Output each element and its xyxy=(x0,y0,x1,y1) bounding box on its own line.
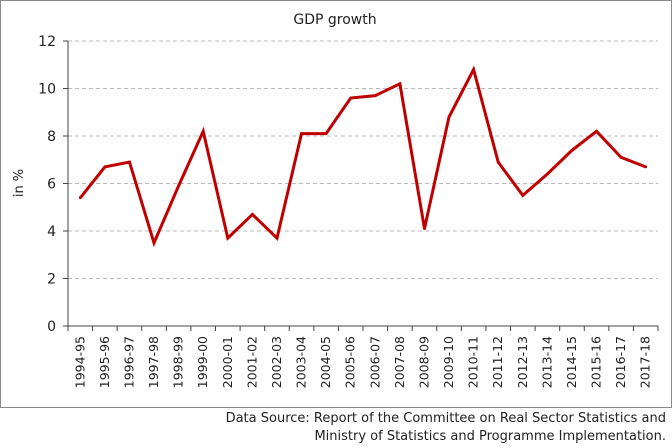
data-point-2016-17 xyxy=(619,155,623,159)
data-point-1998-99 xyxy=(177,184,181,188)
x-tick-label: 2001-02 xyxy=(244,336,259,388)
x-tick-label: 2005-06 xyxy=(343,336,358,388)
data-point-2003-04 xyxy=(300,132,303,136)
source-line-1: Data Source: Report of the Committee on … xyxy=(225,411,666,426)
gridlines xyxy=(68,40,658,279)
series-layer xyxy=(78,65,648,248)
x-tick-label: 2004-05 xyxy=(318,336,333,388)
data-point-2007-08 xyxy=(398,82,402,86)
x-tick-label: 2003-04 xyxy=(294,336,309,388)
x-tick-label: 1995-96 xyxy=(97,336,112,388)
data-point-2001-02 xyxy=(250,212,254,216)
data-point-2010-11 xyxy=(472,68,476,71)
data-point-1997-98 xyxy=(152,241,156,245)
data-point-2008-09 xyxy=(423,227,426,231)
x-tick-label: 1998-99 xyxy=(171,336,186,388)
data-point-2009-10 xyxy=(447,115,451,119)
data-point-2014-15 xyxy=(570,148,574,152)
data-point-2017-18 xyxy=(644,165,648,169)
x-tick-label: 2009-10 xyxy=(441,336,456,388)
data-point-1999-00 xyxy=(201,129,205,133)
x-tick-label: 1999-00 xyxy=(195,336,210,388)
data-point-2012-13 xyxy=(521,193,525,197)
x-tick-label: 1994-95 xyxy=(72,336,87,388)
gdp-growth-line-chart: GDP growth in % 0 2 4 6 8 10 12 1994-95 1995-96… xyxy=(12,12,659,388)
x-tick-label: 2000-01 xyxy=(220,336,235,388)
data-point-1995-96 xyxy=(103,165,107,169)
y-tick-label: 10 xyxy=(38,82,56,98)
y-tick-label: 12 xyxy=(38,34,56,50)
y-tick-label: 0 xyxy=(47,319,56,335)
source-line-2: Ministry of Statistics and Programme Imp… xyxy=(314,429,666,444)
x-tick-label: 2013-14 xyxy=(539,336,554,388)
x-tick-label: 2006-07 xyxy=(367,336,382,388)
data-point-2000-01 xyxy=(226,236,230,240)
data-point-2006-07 xyxy=(373,94,377,98)
x-tick-label: 2017-18 xyxy=(638,336,653,388)
data-point-2013-14 xyxy=(545,172,549,176)
x-tick-label: 2016-17 xyxy=(613,336,628,388)
data-point-2011-12 xyxy=(496,160,500,164)
x-tick-label: 2010-11 xyxy=(466,336,481,388)
data-point-2002-03 xyxy=(275,236,279,240)
x-tick-label: 2011-12 xyxy=(490,336,505,388)
x-tick-labels: 1994-95 1995-96 1996-97 1997-98 1998-99 1999-… xyxy=(72,336,652,388)
x-tick-label: 2012-13 xyxy=(515,336,530,388)
data-point-1994-95 xyxy=(78,196,82,200)
data-point-2004-05 xyxy=(324,132,328,136)
x-tick-label: 2007-08 xyxy=(392,336,407,388)
chart-title: GDP growth xyxy=(293,12,376,28)
y-tick-label: 6 xyxy=(47,177,56,193)
x-tick-label: 1997-98 xyxy=(146,336,161,388)
chart-frame xyxy=(0,0,672,408)
x-tick-label: 1996-97 xyxy=(121,336,136,388)
y-axis-label: in % xyxy=(12,169,27,197)
data-point-2005-06 xyxy=(349,96,353,100)
x-tick-label: 2015-16 xyxy=(589,336,604,388)
x-tick-label: 2008-09 xyxy=(416,336,431,388)
data-point-2015-16 xyxy=(595,129,598,133)
axes xyxy=(63,40,659,331)
series-line xyxy=(79,65,647,248)
data-point-1996-97 xyxy=(128,160,131,164)
data-source-note: Data Source: Report of the Committee on … xyxy=(226,410,666,446)
y-tick-label: 4 xyxy=(47,224,56,240)
x-tick-label: 2014-15 xyxy=(564,336,579,388)
y-tick-label: 8 xyxy=(47,129,56,145)
x-tick-label: 2002-03 xyxy=(269,336,284,388)
y-tick-labels: 0 2 4 6 8 10 12 xyxy=(38,34,56,335)
y-tick-label: 2 xyxy=(47,272,56,288)
